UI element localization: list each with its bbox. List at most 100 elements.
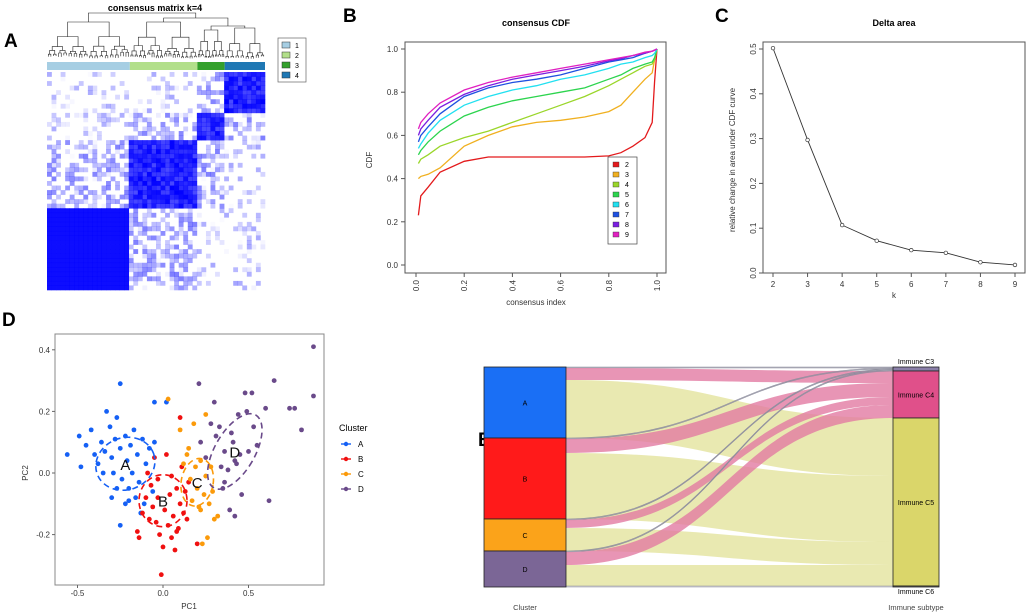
heatmap-cell	[60, 249, 66, 254]
dendrogram-branch	[190, 51, 196, 57]
heatmap-cell	[178, 190, 184, 195]
heatmap-cell	[87, 262, 93, 268]
heatmap-cell	[160, 190, 166, 195]
heatmap-cell	[260, 90, 266, 96]
heatmap-cell	[47, 285, 52, 291]
heatmap-cell	[142, 190, 148, 195]
heatmap-cell	[128, 230, 134, 236]
heatmap-cell	[56, 285, 61, 291]
flow-B-immune-c5	[566, 453, 893, 542]
point-cluster-C	[186, 445, 192, 451]
heatmap-cell	[133, 135, 139, 141]
heatmap-cell	[106, 162, 111, 168]
heatmap-cell	[156, 235, 161, 241]
delta-line-path	[772, 47, 1016, 266]
heatmap-cell	[160, 194, 166, 200]
heatmap-cell	[101, 230, 107, 236]
heatmap-cell	[78, 285, 84, 291]
heatmap-cell	[133, 112, 139, 118]
y-tick-label: 0.1	[749, 222, 758, 234]
x-tick-label: 8	[978, 280, 983, 289]
heatmap-cell	[124, 94, 130, 100]
heatmap-cell	[106, 117, 111, 123]
heatmap-cell	[255, 212, 261, 218]
heatmap-cell	[115, 262, 120, 268]
heatmap-cell	[51, 208, 57, 214]
point-cluster-B	[157, 532, 162, 537]
heatmap-cell	[196, 271, 202, 277]
heatmap-cell	[69, 226, 75, 232]
heatmap-cell	[224, 90, 229, 96]
y-tick-label: 0.0	[39, 469, 51, 478]
heatmap-cell	[237, 85, 243, 91]
heatmap-cell	[255, 94, 261, 100]
heatmap-cell	[151, 267, 157, 273]
heatmap-cell	[165, 126, 170, 132]
heatmap-cell	[69, 280, 75, 286]
heatmap-cell	[119, 244, 125, 250]
heatmap-cell	[205, 90, 211, 96]
heatmap-cell	[133, 199, 139, 205]
heatmap-cell	[219, 153, 225, 159]
x-tick-label: 5	[874, 280, 879, 289]
cdf-lines	[417, 48, 658, 216]
heatmap-cell	[101, 90, 107, 96]
heatmap-cell	[119, 221, 125, 227]
heatmap-cell	[215, 153, 220, 159]
heatmap-cell	[151, 199, 157, 205]
x-tick-label: 0.8	[605, 279, 614, 291]
dendrogram-branch	[84, 53, 88, 57]
heatmap-cell	[110, 103, 116, 109]
heatmap-cell	[255, 235, 261, 241]
heatmap-cell	[251, 85, 257, 91]
heatmap-cell	[60, 217, 66, 223]
heatmap-cell	[246, 81, 252, 86]
heatmap-cell	[115, 240, 120, 245]
point-cluster-B	[174, 486, 180, 491]
point-cluster-A	[150, 489, 156, 494]
heatmap-cell	[210, 121, 216, 127]
heatmap-cell	[187, 153, 193, 159]
point-cluster-D	[213, 433, 219, 439]
heatmap-cell	[196, 121, 202, 127]
cluster-node-B	[483, 437, 567, 520]
heatmap-cell	[115, 181, 120, 186]
heatmap-cell	[196, 199, 202, 205]
point-cluster-A	[136, 479, 142, 485]
heatmap-cell	[178, 199, 184, 205]
heatmap-cell	[205, 94, 211, 100]
heatmap-cell	[246, 90, 252, 96]
heatmap-cell	[51, 271, 57, 277]
heatmap-cell	[69, 267, 75, 273]
heatmap-cell	[92, 167, 98, 173]
heatmap-cell	[106, 103, 111, 109]
heatmap-cell	[110, 212, 116, 218]
left-axis-label: Cluster	[513, 603, 537, 612]
heatmap-cell	[137, 194, 143, 200]
heatmap-cell	[60, 72, 66, 77]
point-cluster-D	[311, 393, 316, 399]
point-cluster-C	[208, 464, 214, 470]
heatmap-cell	[169, 235, 175, 241]
heatmap-cell	[78, 276, 84, 282]
heatmap-cell	[233, 76, 239, 82]
heatmap-cell	[74, 280, 80, 286]
heatmap-cell	[169, 185, 175, 191]
heatmap-cell	[128, 203, 134, 209]
heatmap-cell	[133, 271, 139, 277]
heatmap-cell	[60, 226, 66, 232]
heatmap-cell	[74, 253, 80, 259]
heatmap-cell	[51, 276, 57, 282]
x-tick-label: 4	[840, 280, 845, 289]
dendrogram-branch	[200, 41, 208, 51]
heatmap-cell	[101, 280, 107, 286]
heatmap-cell	[187, 158, 193, 164]
heatmap-cell	[92, 126, 98, 132]
heatmap-cell	[201, 112, 207, 118]
heatmap-cell	[169, 190, 175, 195]
heatmap-cell	[56, 117, 61, 123]
heatmap-cell	[196, 162, 202, 168]
cluster-node-C	[483, 518, 567, 552]
heatmap-cell	[119, 140, 125, 145]
